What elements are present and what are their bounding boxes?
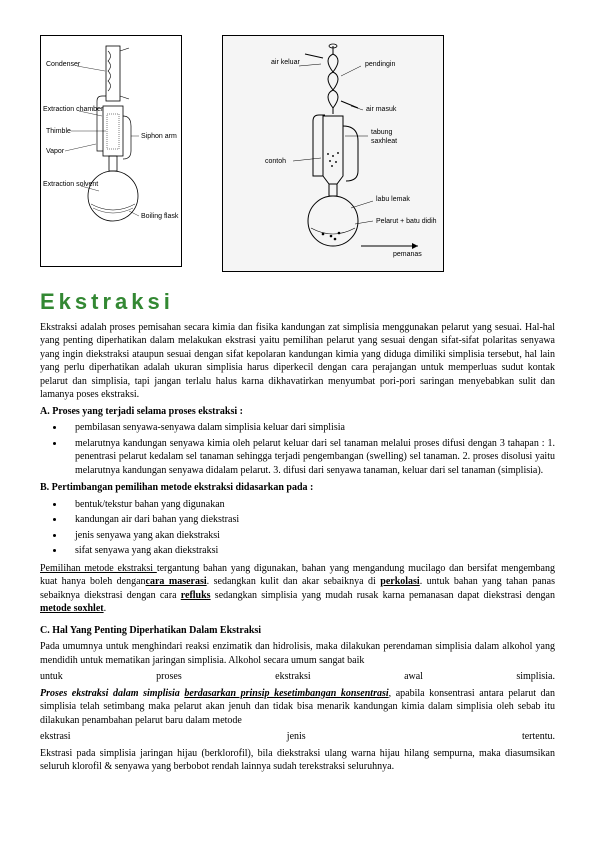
section-c-heading: C. Hal Yang Penting Diperhatikan Dalam E…: [40, 624, 555, 638]
list-item: bentuk/tekstur bahan yang digunakan: [65, 498, 555, 512]
label-contoh: contoh: [265, 158, 286, 165]
label-pendingin: pendingin: [365, 61, 395, 68]
list-item: pembilasan senyawa-senyawa dalam simplis…: [65, 421, 555, 435]
page-title: Ekstraksi: [40, 287, 555, 317]
label-air-keluar: air keluar: [271, 59, 300, 66]
figure-soxhlet-indonesian: air keluar pendingin air masuk tabung sa…: [222, 35, 444, 272]
section-c-spread1: untuk proses ekstraksi awal simplisia.: [40, 670, 555, 684]
label-air-masuk: air masuk: [366, 106, 397, 113]
label-boiling-flask: Boiling flask: [141, 213, 179, 220]
label-condenser: Condenser: [46, 61, 81, 68]
section-b-list: bentuk/tekstur bahan yang digunakan kand…: [40, 498, 555, 558]
section-c-p3: Ekstrasi pada simplisia jaringan hijau (…: [40, 747, 555, 774]
list-item: sifat senyawa yang akan diekstraksi: [65, 544, 555, 558]
label-vapor: Vapor: [46, 148, 65, 155]
label-thimble: Thimble: [46, 128, 71, 135]
label-saxhleat: saxhleat: [371, 138, 397, 145]
list-item: kandungan air dari bahan yang diekstrasi: [65, 513, 555, 527]
section-c-spread2: ekstrasi jenis tertentu.: [40, 730, 555, 744]
section-b-paragraph: Pemilihan metode ekstraksi tergantung ba…: [40, 562, 555, 616]
section-b-heading: B. Pertimbangan pemilihan metode ekstrak…: [40, 481, 555, 495]
section-a-list: pembilasan senyawa-senyawa dalam simplis…: [40, 421, 555, 477]
label-siphon-arm: Siphon arm: [141, 133, 177, 140]
label-extraction-solvent: Extraction solvent: [43, 181, 98, 188]
section-a-heading: A. Proses yang terjadi selama proses eks…: [40, 405, 555, 419]
figures-row: Condenser Extraction chamber Thimble Vap…: [40, 35, 555, 272]
section-c-p2: Proses ekstraksi dalam simplisia berdasa…: [40, 687, 555, 728]
section-c-p1: Pada umumnya untuk menghindari reaksi en…: [40, 640, 555, 667]
label-tabung: tabung: [371, 129, 393, 136]
list-item: melarutnya kandungan senyawa kimia oleh …: [65, 437, 555, 478]
label-labu-lemak: labu lemak: [376, 196, 410, 203]
label-extraction-chamber: Extraction chamber: [43, 106, 104, 113]
figure-soxhlet-english: Condenser Extraction chamber Thimble Vap…: [40, 35, 182, 267]
label-pemanas: pemanas: [393, 251, 422, 258]
intro-paragraph: Ekstraksi adalah proses pemisahan secara…: [40, 321, 555, 402]
list-item: jenis senyawa yang akan diekstraksi: [65, 529, 555, 543]
label-pelarut: Pelarut + batu didih: [376, 218, 437, 225]
